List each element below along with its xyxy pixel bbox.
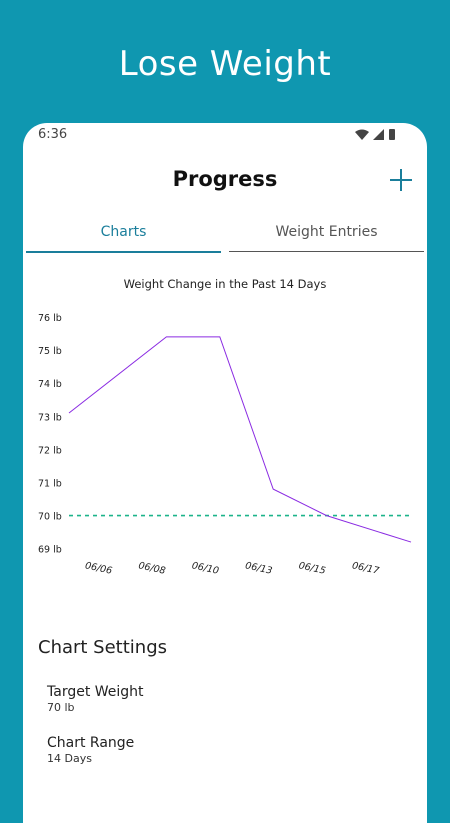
target-weight-setting[interactable]: Target Weight 70 lb <box>47 684 144 714</box>
status-icons <box>355 129 395 140</box>
target-weight-label: Target Weight <box>47 684 144 700</box>
plus-icon <box>390 169 412 191</box>
battery-icon <box>389 129 395 140</box>
y-tick-label: 70 lb <box>38 512 62 523</box>
chart-title: Weight Change in the Past 14 Days <box>124 277 327 291</box>
y-tick-label: 76 lb <box>38 313 62 324</box>
chart-range-label: Chart Range <box>47 735 135 751</box>
status-time: 6:36 <box>38 127 68 142</box>
phone-screen: 6:36 Progress Charts Weight Entries Weig… <box>23 123 427 823</box>
x-axis: 06/06 06/08 06/10 06/13 06/15 06/17 <box>84 560 380 576</box>
tab-charts[interactable]: Charts <box>26 219 221 253</box>
y-tick-label: 69 lb <box>38 545 62 556</box>
chart-settings-heading: Chart Settings <box>38 637 168 658</box>
x-tick-label: 06/10 <box>191 560 220 576</box>
wifi-icon <box>355 129 369 140</box>
add-entry-button[interactable] <box>387 166 415 194</box>
weight-chart: Weight Change in the Past 14 Days 76 lb7… <box>38 277 412 577</box>
y-tick-label: 74 lb <box>38 379 62 390</box>
x-tick-label: 06/06 <box>84 560 113 576</box>
signal-icon <box>373 129 384 140</box>
x-tick-label: 06/08 <box>137 560 166 576</box>
x-tick-label: 06/17 <box>351 560 380 576</box>
y-tick-label: 72 lb <box>38 445 62 456</box>
chart-range-setting[interactable]: Chart Range 14 Days <box>47 735 134 765</box>
target-weight-value: 70 lb <box>47 701 75 714</box>
tab-weight-entries[interactable]: Weight Entries <box>229 219 424 252</box>
page-title: Progress <box>172 167 278 191</box>
status-bar: 6:36 <box>23 123 427 147</box>
tab-bar: Charts Weight Entries <box>23 219 427 253</box>
y-tick-label: 71 lb <box>38 479 62 490</box>
weight-series-line <box>68 336 412 543</box>
promo-title: Lose Weight <box>118 44 332 84</box>
chart-range-value: 14 Days <box>47 752 92 765</box>
plot-area <box>68 336 412 543</box>
y-tick-label: 73 lb <box>38 412 62 423</box>
x-tick-label: 06/15 <box>298 560 327 576</box>
y-axis: 76 lb 75 lb 74 lb 73 lb 72 lb 71 lb 70 lb 69 lb <box>38 313 62 556</box>
y-tick-label: 75 lb <box>38 346 62 357</box>
x-tick-label: 06/13 <box>244 560 273 576</box>
